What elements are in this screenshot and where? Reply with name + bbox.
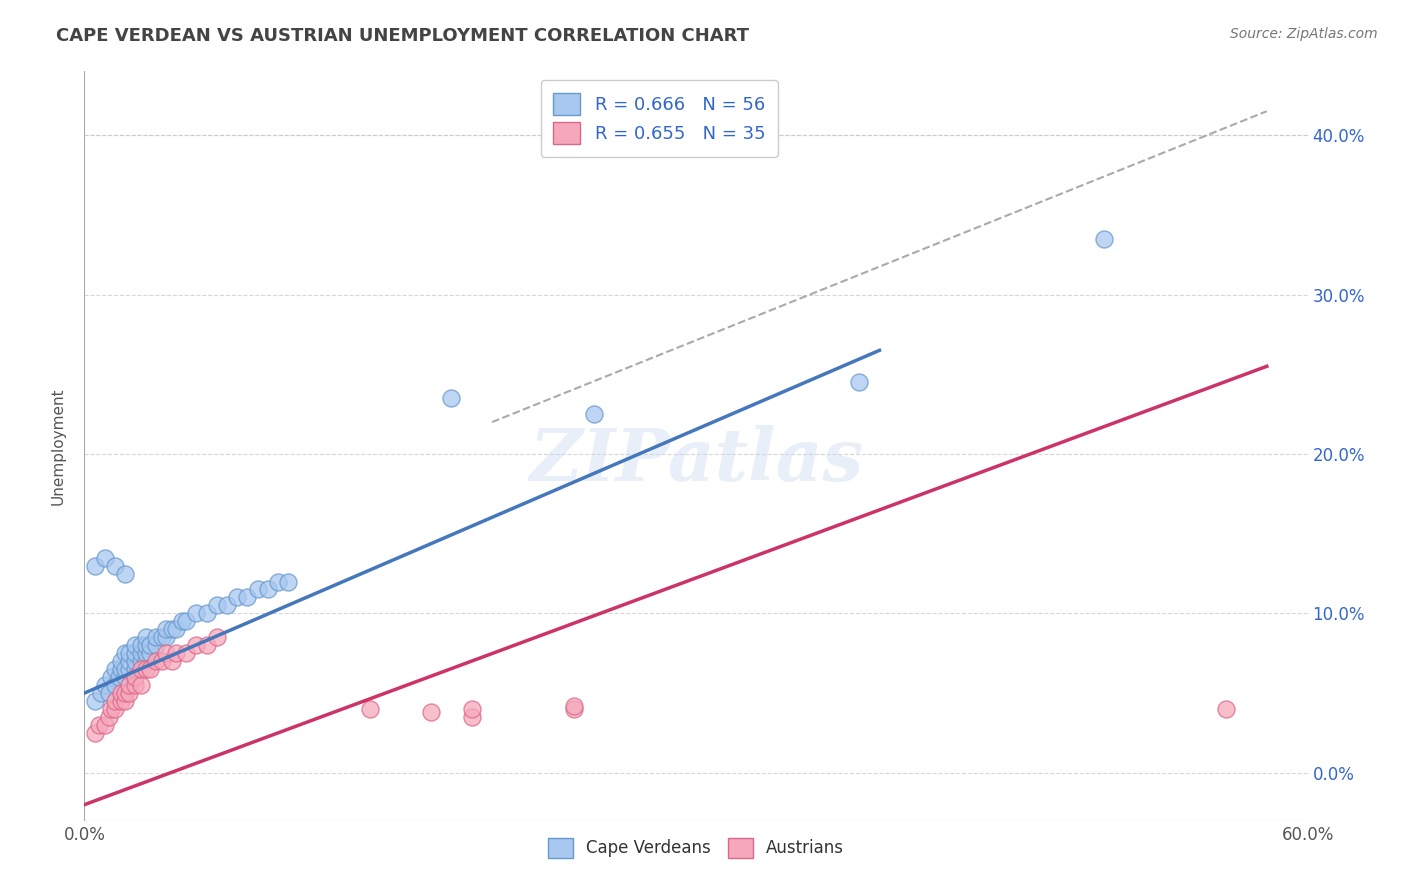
Point — [186, 638, 208, 652]
Point — [100, 702, 122, 716]
Point — [160, 623, 183, 637]
Point — [100, 670, 122, 684]
Point — [118, 646, 141, 660]
Point — [145, 638, 167, 652]
Point — [174, 615, 197, 629]
Point — [93, 678, 115, 692]
Point — [124, 646, 146, 660]
Point — [150, 630, 173, 644]
Point — [135, 662, 157, 676]
Point — [267, 574, 290, 589]
Point — [93, 718, 115, 732]
Point — [155, 623, 177, 637]
Point — [160, 654, 183, 668]
Point — [1092, 232, 1115, 246]
Point — [138, 662, 160, 676]
Point — [104, 702, 127, 716]
Point — [562, 698, 585, 713]
Point — [186, 607, 208, 621]
Point — [83, 694, 105, 708]
Point — [205, 599, 228, 613]
Point — [131, 678, 153, 692]
Point — [562, 702, 585, 716]
Point — [226, 591, 249, 605]
Point — [165, 646, 187, 660]
Text: CAPE VERDEAN VS AUSTRIAN UNEMPLOYMENT CORRELATION CHART: CAPE VERDEAN VS AUSTRIAN UNEMPLOYMENT CO… — [56, 27, 749, 45]
Point — [83, 558, 105, 573]
Legend: Cape Verdeans, Austrians: Cape Verdeans, Austrians — [541, 831, 851, 864]
Point — [114, 566, 136, 581]
Point — [124, 670, 146, 684]
Point — [124, 678, 146, 692]
Point — [124, 638, 146, 652]
Point — [110, 694, 132, 708]
Text: ZIPatlas: ZIPatlas — [529, 425, 863, 497]
Point — [174, 646, 197, 660]
Point — [257, 582, 280, 597]
Point — [1215, 702, 1237, 716]
Point — [131, 646, 153, 660]
Text: Source: ZipAtlas.com: Source: ZipAtlas.com — [1230, 27, 1378, 41]
Point — [104, 558, 127, 573]
Point — [97, 686, 120, 700]
Point — [124, 654, 146, 668]
Point — [420, 705, 443, 719]
Point — [155, 646, 177, 660]
Point — [114, 686, 136, 700]
Point — [110, 686, 132, 700]
Point — [110, 654, 132, 668]
Point — [461, 710, 484, 724]
Point — [165, 623, 187, 637]
Point — [359, 702, 381, 716]
Point — [461, 702, 484, 716]
Point — [145, 654, 167, 668]
Point — [131, 654, 153, 668]
Point — [97, 710, 120, 724]
Point — [138, 646, 160, 660]
Point — [155, 630, 177, 644]
Point — [118, 678, 141, 692]
Point — [145, 630, 167, 644]
Point — [236, 591, 259, 605]
Point — [135, 630, 157, 644]
Point — [83, 726, 105, 740]
Point — [217, 599, 239, 613]
Y-axis label: Unemployment: Unemployment — [51, 387, 66, 505]
Point — [195, 607, 218, 621]
Point — [440, 391, 463, 405]
Point — [87, 718, 110, 732]
Point — [90, 686, 112, 700]
Point — [277, 574, 299, 589]
Point — [205, 630, 228, 644]
Point — [114, 662, 136, 676]
Point — [118, 654, 141, 668]
Point — [124, 662, 146, 676]
Point — [150, 654, 173, 668]
Point — [108, 670, 131, 684]
Point — [135, 646, 157, 660]
Point — [848, 376, 870, 390]
Point — [135, 654, 157, 668]
Point — [131, 662, 153, 676]
Point — [110, 662, 132, 676]
Point — [583, 407, 606, 421]
Point — [104, 694, 127, 708]
Point — [104, 678, 127, 692]
Point — [118, 662, 141, 676]
Point — [104, 662, 127, 676]
Point — [131, 638, 153, 652]
Point — [195, 638, 218, 652]
Point — [93, 550, 115, 565]
Point — [114, 694, 136, 708]
Point — [135, 638, 157, 652]
Point — [172, 615, 194, 629]
Point — [114, 646, 136, 660]
Point — [246, 582, 269, 597]
Point — [118, 686, 141, 700]
Point — [138, 638, 160, 652]
Point — [114, 670, 136, 684]
